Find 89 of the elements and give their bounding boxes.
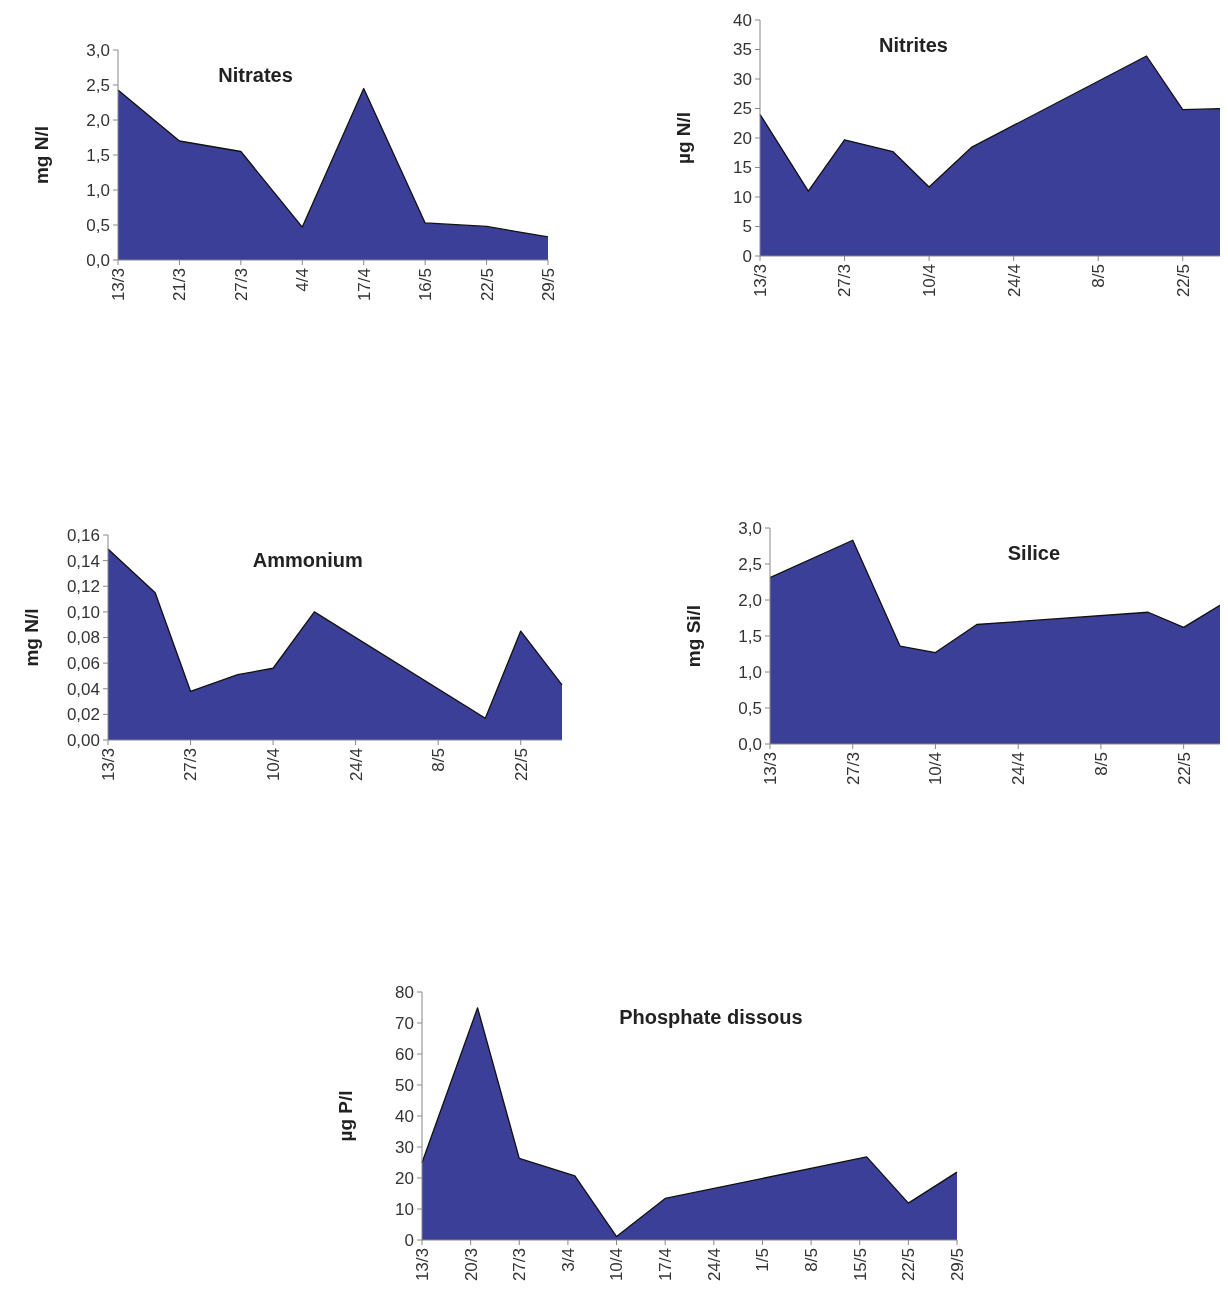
x-tick-label: 8/5 (1089, 264, 1109, 288)
text: Nitrites (879, 34, 948, 56)
text: Nitrates (218, 64, 293, 86)
x-tick-label: 13/3 (108, 268, 128, 302)
x-tick-label: 10/4 (926, 752, 946, 786)
y-tick-label: 10 (395, 1199, 414, 1219)
y-tick-label: 35 (733, 40, 752, 60)
y-tick-label: 0,5 (738, 698, 762, 718)
x-tick-label: 27/3 (510, 1248, 530, 1282)
y-axis-title: µg N/l (673, 111, 694, 165)
x-tick-label: 17/4 (354, 268, 374, 302)
y-tick-label: 0,0 (86, 250, 110, 270)
x-tick-label: 10/4 (264, 748, 284, 782)
x-tick-label: 13/3 (750, 264, 770, 298)
x-tick-label: 27/3 (843, 752, 863, 786)
x-tick-label: 29/5 (947, 1248, 967, 1282)
y-tick-label: 50 (395, 1075, 414, 1095)
x-tick-label: 24/4 (1009, 752, 1029, 786)
y-tick-label: 70 (395, 1013, 414, 1033)
y-axis-title: µg P/l (335, 1090, 356, 1142)
x-tick-label: 16/5 (416, 268, 436, 302)
x-tick-label: 22/5 (1173, 264, 1193, 298)
x-tick-label: 22/5 (477, 268, 497, 302)
y-tick-label: 40 (733, 10, 752, 30)
x-tick-label: 13/3 (412, 1248, 432, 1282)
x-tick-label: 15/5 (850, 1248, 870, 1282)
y-tick-label: 30 (395, 1137, 414, 1157)
y-tick-label: 0,06 (66, 654, 100, 674)
y-tick-label: 0 (404, 1230, 414, 1250)
y-axis-title: mg Si/l (683, 604, 704, 668)
y-tick-label: 0,08 (66, 628, 100, 648)
y-tick-label: 2,5 (86, 75, 110, 95)
y-tick-label: 20 (395, 1168, 414, 1188)
y-tick-label: 40 (395, 1106, 414, 1126)
x-tick-label: 27/3 (181, 748, 201, 782)
x-tick-label: 8/5 (802, 1248, 822, 1272)
x-tick-label: 29/5 (538, 268, 558, 302)
x-tick-label: 10/4 (607, 1248, 627, 1282)
y-tick-label: 0,00 (66, 730, 100, 750)
y-tick-label: 15 (733, 158, 752, 178)
x-tick-label: 1/5 (753, 1248, 773, 1272)
y-tick-label: 0,0 (738, 734, 762, 754)
y-tick-label: 3,0 (86, 40, 110, 60)
x-tick-label: 8/5 (429, 748, 449, 772)
y-tick-label: 1,5 (86, 145, 110, 165)
x-tick-label: 13/3 (760, 752, 780, 786)
y-tick-label: 25 (733, 99, 752, 119)
x-tick-label: 24/4 (346, 748, 366, 782)
y-tick-label: 0,16 (66, 525, 100, 545)
y-tick-label: 5 (742, 217, 752, 237)
text: Silice (1007, 542, 1061, 564)
x-tick-label: 27/3 (231, 268, 251, 302)
x-tick-label: 22/5 (899, 1248, 919, 1282)
y-tick-label: 0,12 (66, 577, 100, 597)
x-tick-label: 3/4 (558, 1248, 578, 1272)
y-tick-label: 60 (395, 1044, 414, 1064)
y-tick-label: 20 (733, 128, 752, 148)
y-tick-label: 0 (742, 246, 752, 266)
y-tick-label: 2,0 (86, 110, 110, 130)
y-tick-label: 1,0 (86, 180, 110, 200)
y-tick-label: 0,5 (86, 215, 110, 235)
y-tick-label: 30 (733, 69, 752, 89)
y-tick-label: 80 (395, 982, 414, 1002)
x-tick-label: 27/3 (835, 264, 855, 298)
y-tick-label: 0,04 (66, 679, 100, 699)
x-tick-label: 13/3 (98, 748, 118, 782)
y-tick-label: 1,5 (738, 626, 762, 646)
x-tick-label: 24/4 (1004, 264, 1024, 298)
x-tick-label: 24/4 (704, 1248, 724, 1282)
y-tick-label: 2,0 (738, 590, 762, 610)
y-tick-label: 2,5 (738, 554, 762, 574)
x-tick-label: 21/3 (170, 268, 190, 302)
x-tick-label: 20/3 (461, 1248, 481, 1282)
y-tick-label: 10 (733, 187, 752, 207)
y-tick-label: 1,0 (738, 662, 762, 682)
x-tick-label: 17/4 (656, 1248, 676, 1282)
y-axis-title: mg N/l (31, 125, 52, 185)
x-tick-label: 4/4 (293, 268, 313, 292)
y-tick-label: 3,0 (738, 518, 762, 538)
x-tick-label: 8/5 (1091, 752, 1111, 776)
text: Ammonium (252, 549, 363, 571)
y-axis-title: mg N/l (21, 608, 42, 667)
y-tick-label: 0,02 (66, 705, 100, 725)
y-tick-label: 0,10 (66, 602, 100, 622)
x-tick-label: 10/4 (920, 264, 940, 298)
text: Phosphate dissous (619, 1006, 803, 1028)
y-tick-label: 0,14 (66, 551, 100, 571)
x-tick-label: 22/5 (1174, 752, 1194, 786)
x-tick-label: 22/5 (511, 748, 531, 782)
